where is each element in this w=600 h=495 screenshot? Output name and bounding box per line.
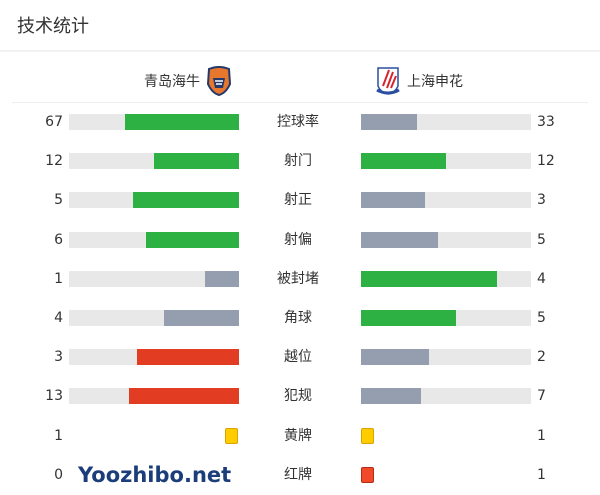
- away-value: 3: [537, 192, 546, 209]
- home-bar-fill: [132, 192, 239, 209]
- stat-label: 射门: [284, 153, 312, 170]
- away-bar-fill: [361, 114, 418, 130]
- away-bar-fill: [361, 310, 456, 326]
- away-value: 5: [537, 231, 546, 248]
- away-bar: [361, 349, 531, 366]
- stat-row: 6 射偏 5: [0, 230, 600, 250]
- away-team-name: 上海申花: [407, 74, 463, 90]
- home-value: 5: [54, 192, 63, 209]
- away-team: 上海申花: [369, 66, 463, 96]
- away-value: 5: [537, 310, 546, 326]
- stat-label: 角球: [284, 310, 312, 326]
- home-value: 1: [54, 427, 63, 444]
- away-bar-fill: [361, 153, 446, 170]
- section-title: 技术统计: [17, 16, 89, 37]
- stat-label: 射偏: [284, 231, 312, 248]
- home-bar: [69, 192, 239, 209]
- stat-row: 3 越位 2: [0, 347, 600, 367]
- away-value: 1: [537, 466, 546, 483]
- home-value: 4: [54, 310, 63, 326]
- away-value: 33: [537, 114, 555, 130]
- home-value: 12: [45, 153, 63, 170]
- stat-label: 被封堵: [277, 270, 319, 287]
- home-bar: [69, 349, 239, 366]
- shenhua-crest-icon: [376, 67, 400, 95]
- home-bar-fill: [205, 270, 239, 287]
- stat-label: 犯规: [284, 388, 312, 405]
- away-bar: [361, 114, 531, 130]
- away-value: 7: [537, 388, 546, 405]
- home-bar: [69, 114, 239, 130]
- away-bar: [361, 153, 531, 170]
- away-value: 4: [537, 270, 546, 287]
- home-bar: [69, 310, 239, 326]
- watermark: Yoozhibo.net: [78, 463, 232, 487]
- card-row: 1 黄牌 1: [0, 426, 600, 446]
- card-label: 红牌: [284, 466, 312, 483]
- away-bar: [361, 388, 531, 405]
- stat-label: 射正: [284, 192, 312, 209]
- home-value: 3: [54, 349, 63, 366]
- home-team: 青岛海牛: [144, 66, 238, 96]
- stat-row: 13 犯规 7: [0, 386, 600, 406]
- home-bar: [69, 231, 239, 248]
- away-card-icon: [361, 466, 374, 483]
- away-bar-fill: [361, 349, 429, 366]
- away-value: 12: [537, 153, 555, 170]
- divider: [0, 50, 600, 52]
- home-value: 0: [54, 466, 63, 483]
- card-row: 0 红牌 1: [0, 465, 600, 485]
- stat-label: 越位: [284, 349, 312, 366]
- home-card-icon: [225, 427, 238, 444]
- stat-row: 4 角球 5: [0, 308, 600, 328]
- stat-row: 1 被封堵 4: [0, 269, 600, 289]
- stat-row: 67 控球率 33: [0, 112, 600, 132]
- stat-row: 5 射正 3: [0, 190, 600, 210]
- stat-label: 控球率: [277, 114, 319, 130]
- home-bar: [69, 270, 239, 287]
- away-bar-fill: [361, 270, 497, 287]
- divider: [12, 102, 588, 103]
- home-bar: [69, 153, 239, 170]
- away-bar: [361, 270, 531, 287]
- home-bar-fill: [154, 153, 239, 170]
- home-bar: [69, 388, 239, 405]
- away-bar: [361, 231, 531, 248]
- home-team-name: 青岛海牛: [144, 74, 200, 90]
- away-value: 2: [537, 349, 546, 366]
- away-bar: [361, 310, 531, 326]
- card-label: 黄牌: [284, 427, 312, 444]
- home-bar-fill: [163, 310, 239, 326]
- away-bar-fill: [361, 388, 421, 405]
- home-value: 67: [45, 114, 63, 130]
- away-bar-fill: [361, 231, 439, 248]
- home-bar-fill: [137, 349, 239, 366]
- home-value: 1: [54, 270, 63, 287]
- qingdao-crest-icon: [206, 66, 232, 96]
- away-card-icon: [361, 427, 374, 444]
- away-value: 1: [537, 427, 546, 444]
- away-bar: [361, 192, 531, 209]
- home-value: 13: [45, 388, 63, 405]
- home-value: 6: [54, 231, 63, 248]
- stat-row: 12 射门 12: [0, 151, 600, 171]
- away-bar-fill: [361, 192, 425, 209]
- home-bar-fill: [125, 114, 239, 130]
- home-bar-fill: [146, 231, 239, 248]
- home-bar-fill: [128, 388, 239, 405]
